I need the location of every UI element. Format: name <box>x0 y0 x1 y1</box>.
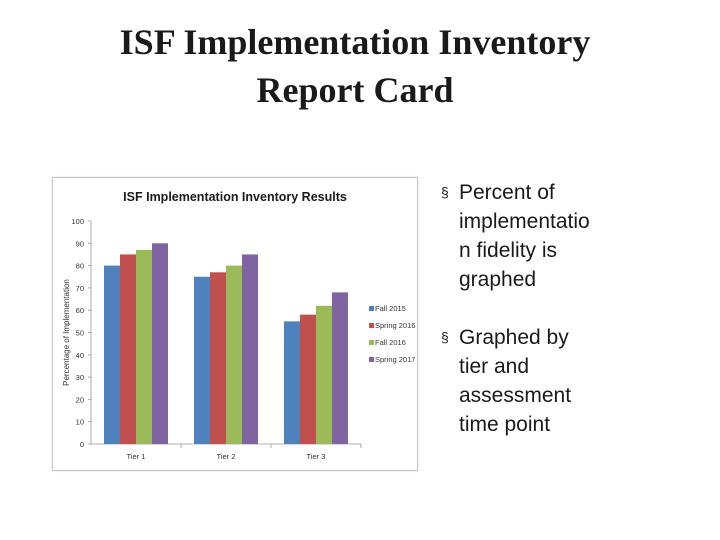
bullet-list: § Percent of implementatio n fidelity is… <box>441 178 711 468</box>
legend-swatch <box>369 357 374 362</box>
y-tick-label: 70 <box>76 284 84 293</box>
y-axis-label: Percentage of Implementation <box>62 279 71 386</box>
bar <box>226 265 242 444</box>
legend-swatch <box>369 340 374 345</box>
y-tick-label: 100 <box>71 217 84 226</box>
y-tick-label: 0 <box>80 440 84 449</box>
y-tick-label: 20 <box>76 395 84 404</box>
bar <box>332 292 348 444</box>
legend-label: Spring 2016 <box>375 321 415 330</box>
bar <box>120 254 136 444</box>
chart-frame: ISF Implementation Inventory Results Perc… <box>52 177 418 471</box>
y-tick-label: 90 <box>76 239 84 248</box>
legend-swatch <box>369 323 374 328</box>
bullet-marker: § <box>441 184 449 200</box>
bar <box>210 272 226 444</box>
y-tick-label: 30 <box>76 373 84 382</box>
legend-label: Fall 2016 <box>375 338 406 347</box>
legend-label: Fall 2015 <box>375 304 406 313</box>
y-tick-label: 80 <box>76 262 84 271</box>
bar <box>136 249 152 444</box>
bar-chart: ISF Implementation Inventory Results Perc… <box>62 190 415 461</box>
y-tick-label: 40 <box>76 351 84 360</box>
bar <box>152 243 168 444</box>
bar <box>104 265 120 444</box>
y-tick-label: 10 <box>76 418 84 427</box>
bar <box>284 321 300 444</box>
y-tick-label: 50 <box>76 329 84 338</box>
x-tick-label: Tier 2 <box>217 452 236 461</box>
bar <box>300 314 316 444</box>
x-tick-label: Tier 1 <box>127 452 146 461</box>
slide-title-line-2: Report Card <box>256 70 454 110</box>
bullet-text: Percent of implementatio n fidelity is g… <box>459 181 590 291</box>
bullet-marker: § <box>441 329 449 345</box>
chart-title: ISF Implementation Inventory Results <box>123 190 347 204</box>
legend-label: Spring 2017 <box>375 355 415 364</box>
y-tick-label: 60 <box>76 306 84 315</box>
bullet-item: § Percent of implementatio n fidelity is… <box>441 178 711 294</box>
slide-title: ISF Implementation Inventory Report Card <box>40 18 670 114</box>
bar <box>316 305 332 444</box>
bar <box>242 254 258 444</box>
legend-swatch <box>369 306 374 311</box>
slide-title-line-1: ISF Implementation Inventory <box>119 22 591 62</box>
bullet-item: § Graphed by tier and assessment time po… <box>441 323 711 439</box>
bar <box>194 276 210 444</box>
bullet-text: Graphed by tier and assessment time poin… <box>459 326 572 436</box>
x-tick-label: Tier 3 <box>307 452 326 461</box>
